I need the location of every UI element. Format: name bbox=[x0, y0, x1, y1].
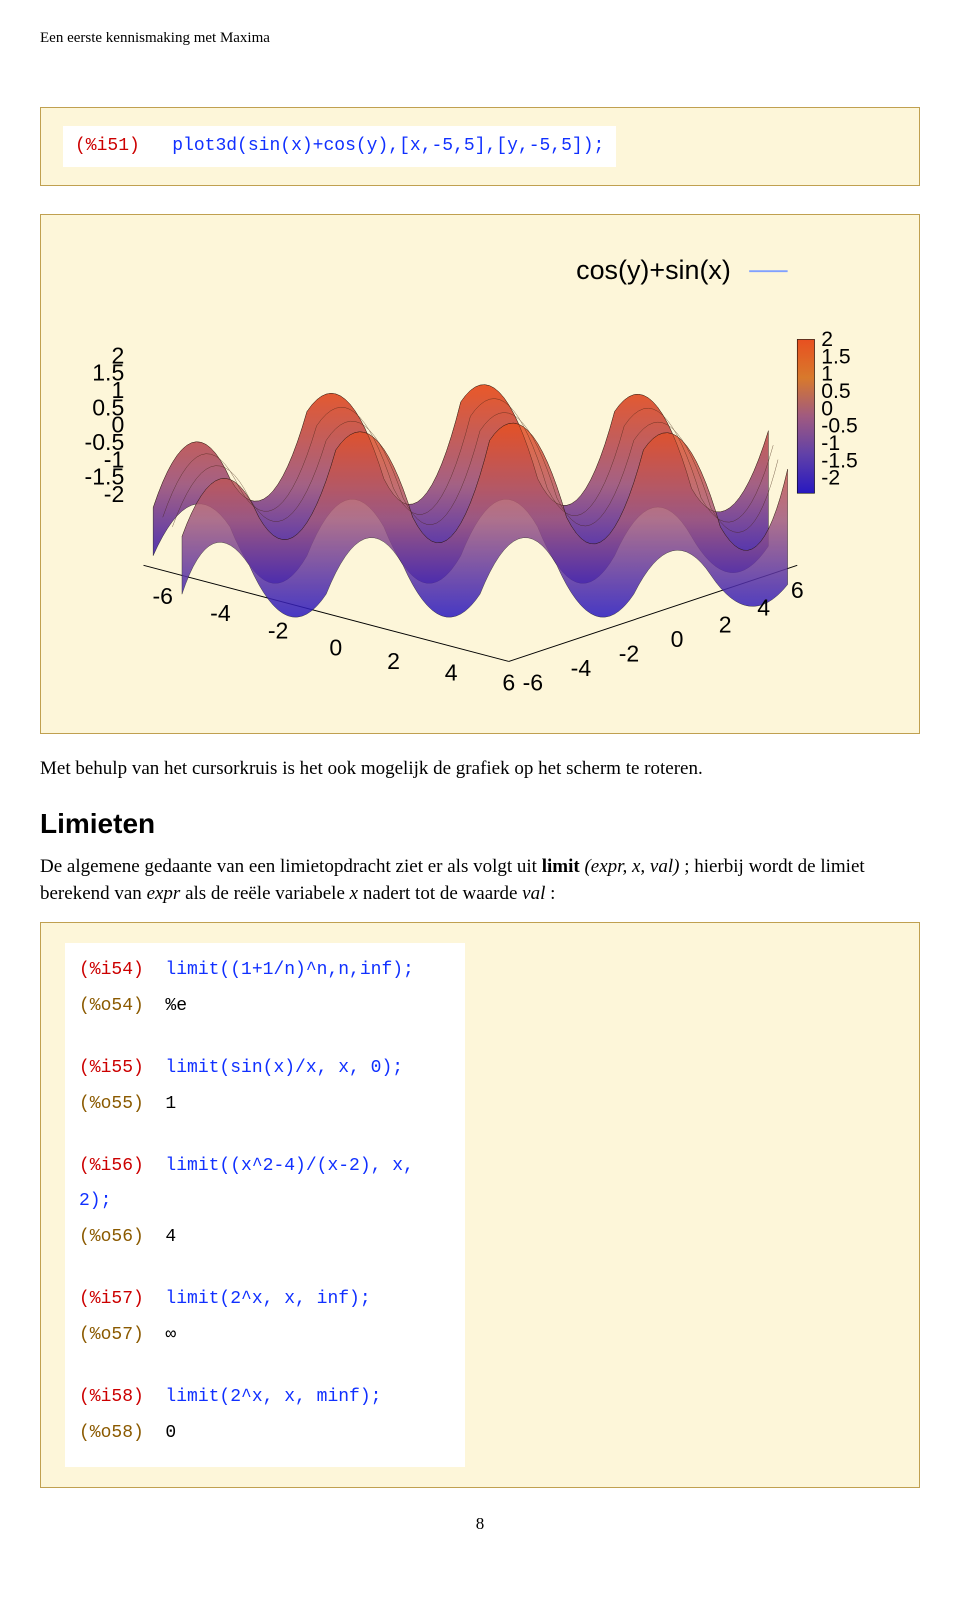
svg-text:-6: -6 bbox=[152, 583, 173, 609]
page-header: Een eerste kennismaking met Maxima bbox=[40, 30, 920, 47]
output-value: 0 bbox=[165, 1423, 176, 1443]
input-prompt: (%i56) bbox=[79, 1156, 144, 1176]
page-number: 8 bbox=[40, 1514, 920, 1534]
output-prompt: (%o55) bbox=[79, 1094, 144, 1114]
input-command: limit((1+1/n)^n,n,inf); bbox=[165, 960, 413, 980]
input-prompt: (%i51) bbox=[75, 136, 140, 156]
colorbar-labels: 2 1.5 1 0.5 0 -0.5 -1 -1.5 -2 bbox=[821, 328, 857, 489]
paragraph-limit-syntax: De algemene gedaante van een limietopdra… bbox=[40, 854, 920, 907]
svg-text:2: 2 bbox=[719, 611, 732, 637]
output-prompt: (%o54) bbox=[79, 996, 144, 1016]
output-value: 4 bbox=[165, 1227, 176, 1247]
svg-text:4: 4 bbox=[445, 659, 458, 685]
input-command: limit(sin(x)/x, x, 0); bbox=[165, 1058, 403, 1078]
svg-text:-2: -2 bbox=[268, 617, 289, 643]
output-prompt: (%o57) bbox=[79, 1325, 144, 1345]
svg-text:-4: -4 bbox=[571, 655, 592, 681]
input-prompt: (%i54) bbox=[79, 960, 144, 980]
y-axis-labels: -6 -4 -2 0 2 4 6 bbox=[523, 577, 804, 695]
code-block-limits: (%i54) limit((1+1/n)^n,n,inf); (%o54) %e… bbox=[40, 922, 920, 1488]
input-prompt: (%i57) bbox=[79, 1289, 144, 1309]
input-prompt: (%i58) bbox=[79, 1387, 144, 1407]
input-command: limit(2^x, x, minf); bbox=[165, 1387, 381, 1407]
svg-text:6: 6 bbox=[502, 669, 515, 695]
input-command: plot3d(sin(x)+cos(y),[x,-5,5],[y,-5,5]); bbox=[172, 136, 604, 156]
input-prompt: (%i55) bbox=[79, 1058, 144, 1078]
svg-text:-2: -2 bbox=[104, 481, 125, 507]
z-axis-labels: 2 1.5 1 0.5 0 -0.5 -1 -1.5 -2 bbox=[85, 342, 125, 506]
output-prompt: (%o56) bbox=[79, 1227, 144, 1247]
plot-svg: cos(y)+sin(x) 2 1.5 1 0.5 0 -0.5 -1 -1.5… bbox=[57, 231, 903, 717]
input-command: limit(2^x, x, inf); bbox=[165, 1289, 370, 1309]
output-value: 1 bbox=[165, 1094, 176, 1114]
svg-text:0: 0 bbox=[671, 626, 684, 652]
plot3d-output: cos(y)+sin(x) 2 1.5 1 0.5 0 -0.5 -1 -1.5… bbox=[40, 214, 920, 734]
surface-mesh bbox=[144, 384, 798, 661]
plot-title: cos(y)+sin(x) bbox=[576, 255, 731, 285]
code-block-plot3d: (%i51) plot3d(sin(x)+cos(y),[x,-5,5],[y,… bbox=[40, 107, 920, 186]
svg-text:-2: -2 bbox=[821, 466, 840, 489]
section-title-limieten: Limieten bbox=[40, 808, 920, 840]
svg-text:6: 6 bbox=[791, 577, 804, 603]
svg-text:0: 0 bbox=[329, 634, 342, 660]
output-value: %e bbox=[165, 996, 187, 1016]
colorbar bbox=[797, 339, 814, 493]
limits-inner: (%i54) limit((1+1/n)^n,n,inf); (%o54) %e… bbox=[65, 943, 465, 1467]
output-value: ∞ bbox=[165, 1325, 176, 1345]
output-prompt: (%o58) bbox=[79, 1423, 144, 1443]
svg-text:-2: -2 bbox=[619, 640, 640, 666]
svg-text:-6: -6 bbox=[523, 669, 544, 695]
svg-text:4: 4 bbox=[757, 594, 770, 620]
svg-text:2: 2 bbox=[387, 648, 400, 674]
svg-text:-4: -4 bbox=[210, 600, 231, 626]
paragraph-rotate: Met behulp van het cursorkruis is het oo… bbox=[40, 756, 920, 783]
code-inner: (%i51) plot3d(sin(x)+cos(y),[x,-5,5],[y,… bbox=[63, 126, 616, 167]
